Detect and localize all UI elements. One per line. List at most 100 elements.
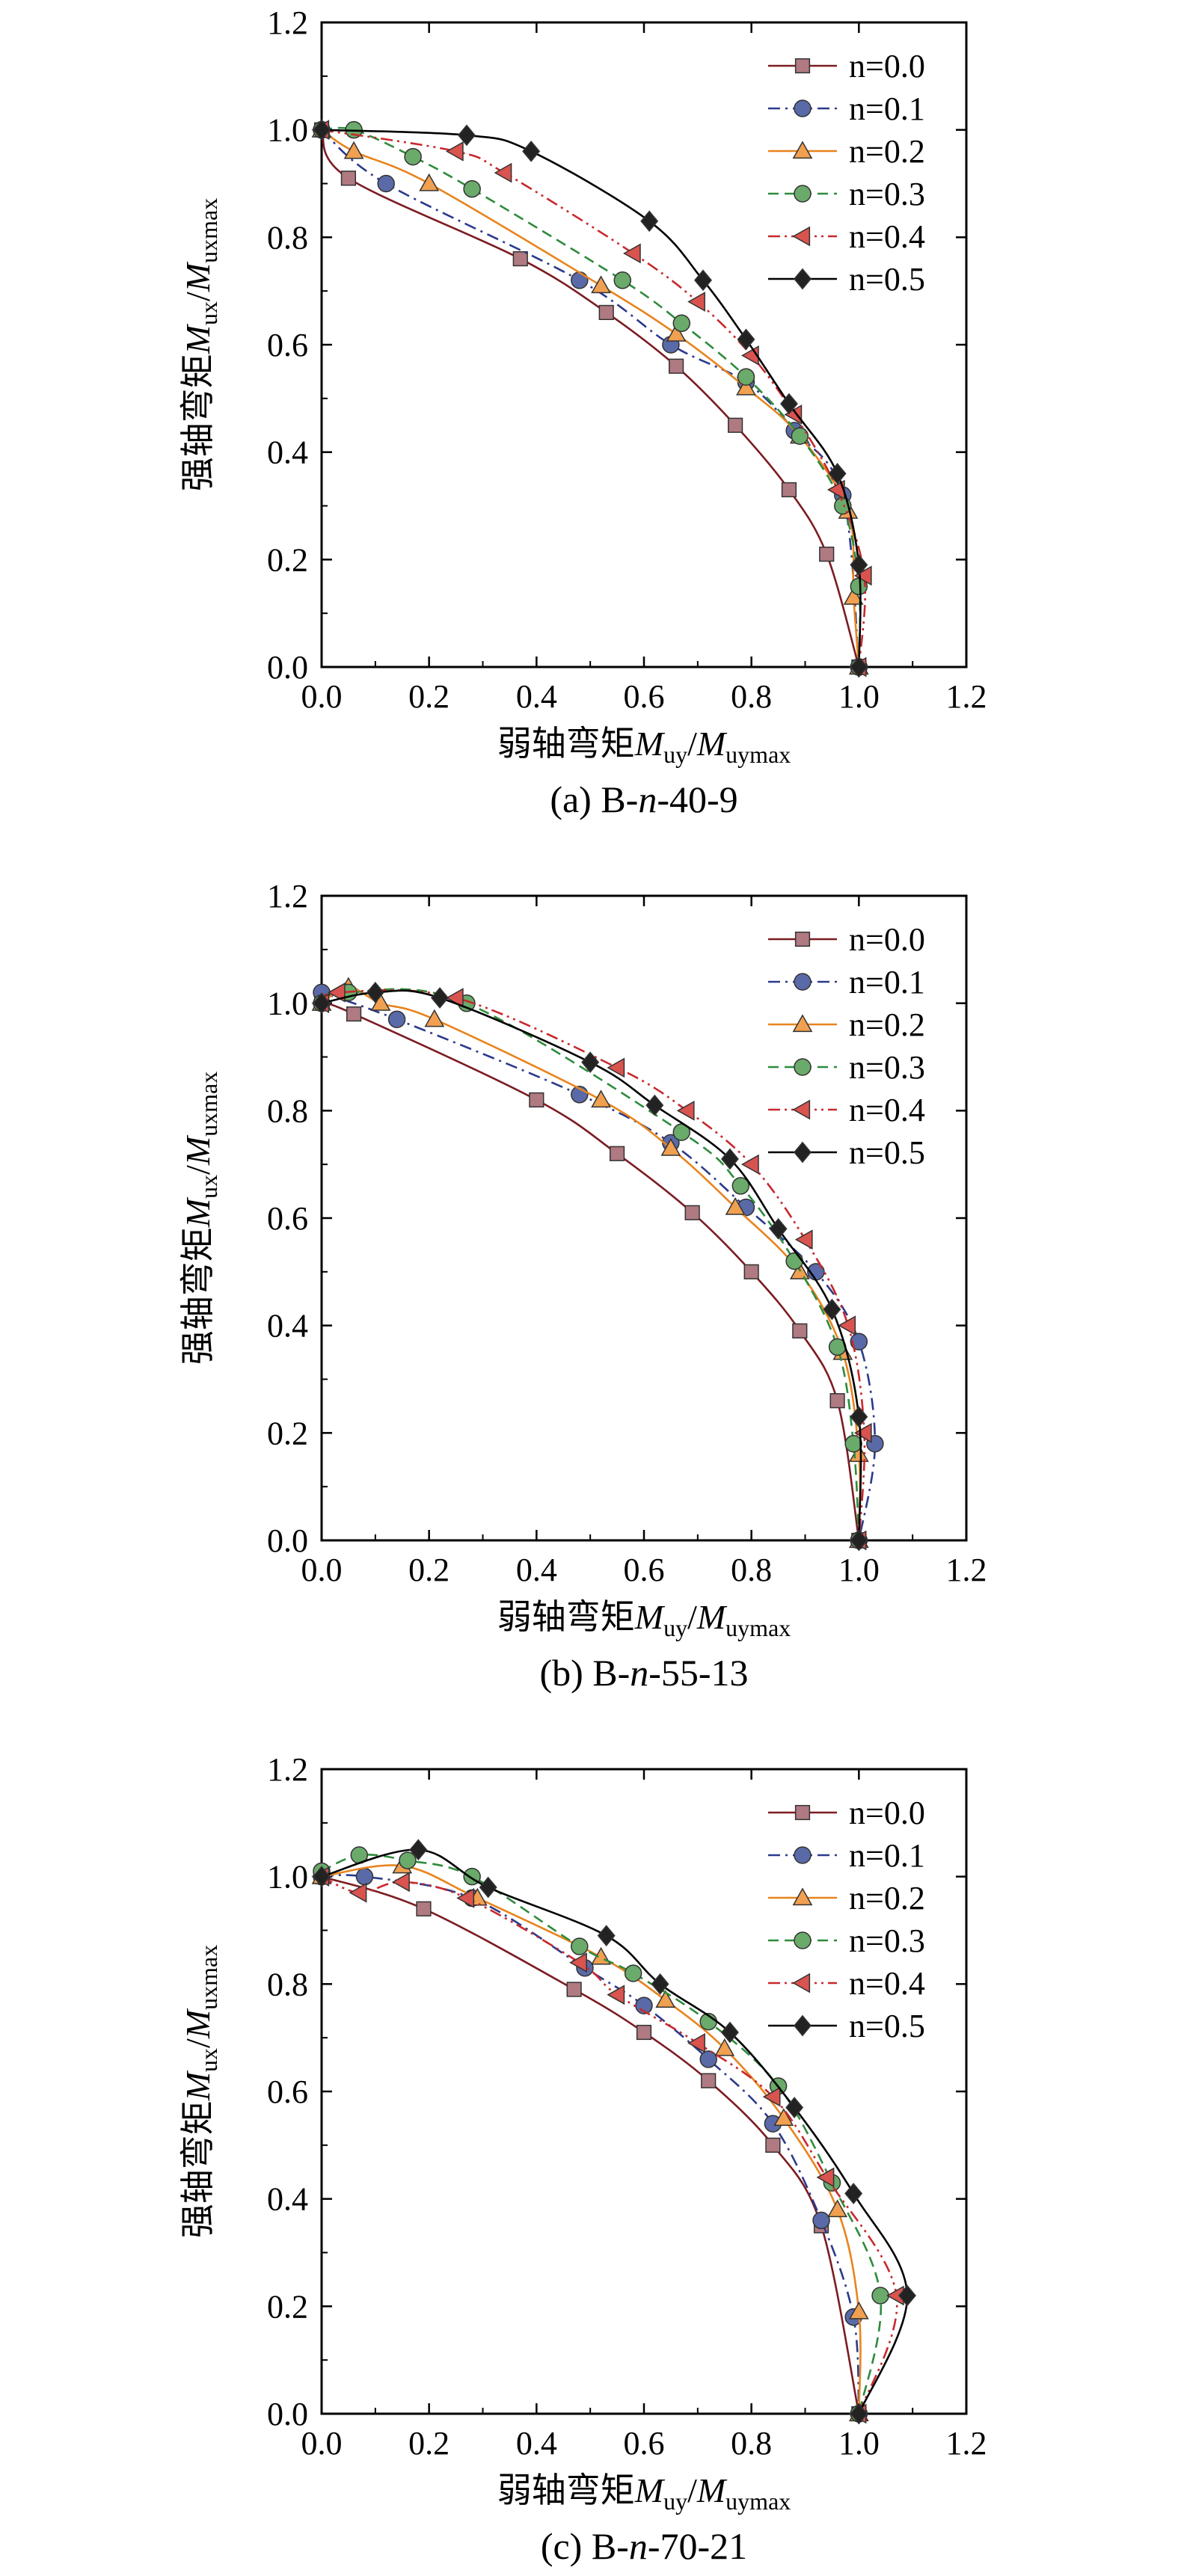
- data-point-marker: [672, 314, 691, 333]
- y-tick-label: 0.2: [267, 541, 308, 578]
- x-axis-label-part: uymax: [725, 741, 791, 768]
- x-axis-label-part: /: [687, 2471, 697, 2509]
- data-point-marker: [419, 173, 440, 191]
- data-point-marker: [645, 1094, 664, 1116]
- data-point-marker: [424, 1009, 445, 1027]
- data-point-marker: [597, 1925, 616, 1947]
- series-n=0.0: [313, 122, 867, 675]
- caption-part: n: [630, 1652, 648, 1694]
- x-tick-label: 0.2: [408, 2425, 450, 2462]
- data-point-marker: [676, 1100, 695, 1121]
- caption-part: -40-9: [657, 778, 737, 820]
- data-point-marker: [431, 987, 450, 1009]
- data-point-marker: [850, 1529, 868, 1552]
- x-tick-label: 0.8: [731, 1552, 772, 1588]
- data-point-marker: [623, 243, 641, 264]
- data-point-marker: [701, 2073, 717, 2088]
- series-line: [321, 989, 862, 1541]
- legend-label: n=0.3: [849, 1922, 925, 1959]
- series-line: [320, 989, 866, 1541]
- x-axis-label: 弱轴弯矩Muy/Muymax: [497, 2470, 791, 2515]
- y-axis-label-part: M: [179, 2008, 217, 2039]
- data-point-marker: [640, 210, 659, 233]
- data-point-marker: [850, 1406, 868, 1428]
- series-n=0.4: [311, 1866, 904, 2424]
- data-point-marker: [445, 988, 464, 1008]
- y-axis-label-part: ux: [195, 1175, 222, 1199]
- y-tick-label: 1.2: [267, 1751, 308, 1788]
- x-axis-label-part: M: [696, 2471, 728, 2509]
- data-point-marker: [624, 1964, 642, 1982]
- y-axis-label-part: M: [179, 1134, 217, 1166]
- data-point-marker: [769, 1217, 788, 1240]
- data-point-marker: [714, 2038, 735, 2056]
- y-axis-label-part: uxmax: [195, 198, 222, 263]
- legend-label: n=0.5: [849, 1134, 925, 1171]
- data-point-marker: [456, 1888, 475, 1908]
- y-tick-label: 0.6: [267, 327, 308, 363]
- x-tick-label: 1.2: [946, 2425, 987, 2462]
- legend-label: n=0.5: [849, 2008, 925, 2044]
- legend-label: n=0.0: [849, 48, 925, 84]
- data-point-marker: [848, 2301, 869, 2320]
- data-point-marker: [598, 304, 614, 320]
- data-point-marker: [349, 1882, 367, 1903]
- series-line: [321, 992, 877, 1541]
- panel-caption: (a) B-n-40-9: [550, 778, 737, 820]
- legend-marker: [794, 1058, 812, 1076]
- chart-panel-3: 0.0 0.2 0.4 0.6 0.8 1.0 1.2 0.0 0.2 0.4 0.6 0.8 1.0 1…: [177, 1751, 987, 2567]
- data-point-marker: [343, 141, 364, 159]
- x-tick-label: 0.6: [624, 678, 665, 715]
- data-point-marker: [720, 1148, 739, 1170]
- data-point-marker: [340, 170, 357, 186]
- legend-label: n=0.3: [849, 176, 925, 212]
- x-axis-label-part: uymax: [725, 2488, 791, 2515]
- data-point-marker: [566, 1982, 582, 1997]
- legend-marker: [794, 973, 812, 991]
- y-axis-label-part: /: [179, 1165, 217, 1175]
- data-point-marker: [355, 1867, 374, 1886]
- legend-marker: [794, 185, 812, 203]
- x-tick-label: 0.6: [624, 2425, 665, 2462]
- series-n=0.4: [311, 982, 872, 1551]
- y-axis-label-part: 强轴弯矩: [177, 1227, 218, 1365]
- series-line: [321, 1874, 860, 2414]
- legend-marker: [792, 1099, 811, 1120]
- y-axis-label-part: ux: [195, 301, 222, 325]
- legend-marker: [792, 226, 811, 247]
- series-line: [321, 1875, 898, 2414]
- data-point-marker: [607, 1985, 625, 2005]
- legend-label: n=0.4: [849, 218, 925, 255]
- legend-label: n=0.2: [849, 133, 925, 170]
- legend-marker: [794, 1846, 812, 1864]
- x-tick-label: 0.6: [624, 1552, 665, 1588]
- legend-label: n=0.2: [849, 1006, 925, 1043]
- legend-label: n=0.2: [849, 1880, 925, 1916]
- data-point-marker: [313, 119, 331, 141]
- data-point-marker: [725, 1197, 746, 1215]
- data-point-marker: [684, 1205, 700, 1220]
- x-axis-label-part: M: [696, 1598, 728, 1636]
- data-point-marker: [313, 1866, 331, 1888]
- x-axis-label-part: /: [687, 725, 697, 763]
- legend-marker: [794, 99, 812, 117]
- y-tick-label: 0.0: [267, 1522, 308, 1559]
- data-point-marker: [694, 269, 712, 292]
- y-axis-label-part: /: [179, 292, 217, 301]
- legend-label: n=0.1: [849, 964, 925, 1000]
- x-axis-label-part: uy: [663, 741, 687, 768]
- y-tick-label: 1.0: [267, 1859, 308, 1896]
- data-point-marker: [773, 2108, 794, 2127]
- x-axis-label-part: 弱轴弯矩: [497, 2470, 635, 2510]
- data-point-marker: [687, 2032, 705, 2053]
- legend-label: n=0.4: [849, 1965, 925, 2002]
- data-point-marker: [731, 1177, 750, 1195]
- y-axis-label-part: ux: [195, 2048, 222, 2072]
- x-tick-label: 0.2: [408, 678, 450, 715]
- data-point-marker: [853, 1422, 872, 1443]
- y-axis-label-part: 强轴弯矩: [177, 354, 218, 491]
- data-point-marker: [613, 271, 632, 289]
- data-point-marker: [828, 463, 847, 485]
- y-tick-label: 1.2: [267, 4, 308, 41]
- legend-marker: [794, 931, 811, 947]
